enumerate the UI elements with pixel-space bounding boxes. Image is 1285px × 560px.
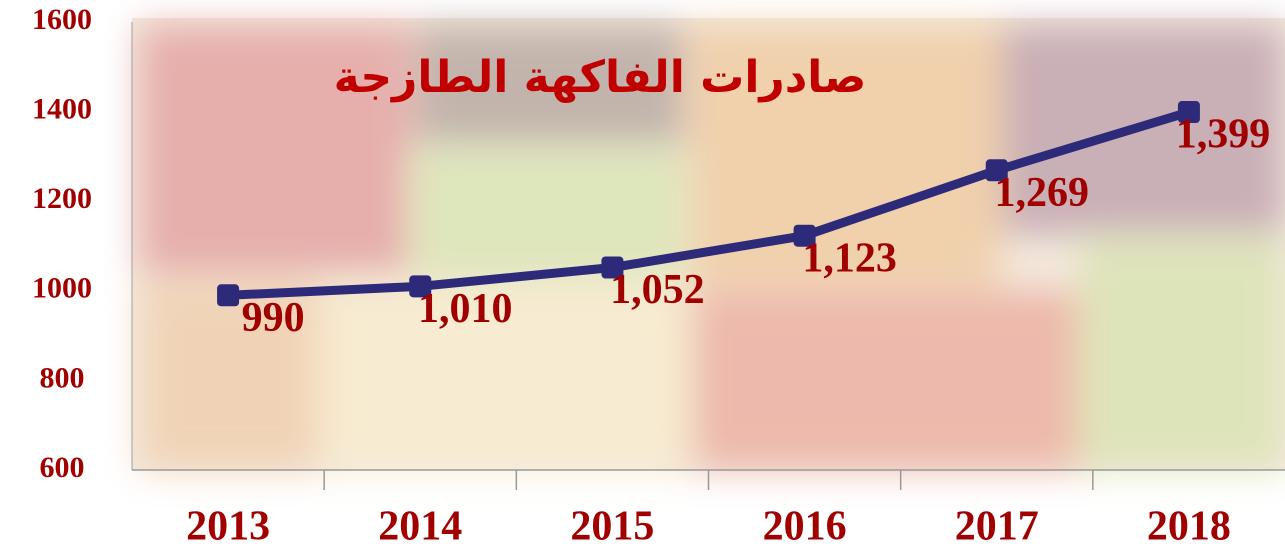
x-tick-label: 2014 <box>378 504 462 550</box>
data-label: 1,123 <box>802 235 897 281</box>
x-tick-label: 2018 <box>1147 504 1231 550</box>
page: {"chart_data": {"type": "line", "title":… <box>0 0 1285 560</box>
x-tick-label: 2017 <box>955 504 1039 550</box>
data-label: 1,052 <box>610 267 705 313</box>
chart-title: صادرات الفاكهة الطازجة <box>334 52 867 103</box>
y-tick-label: 1600 <box>32 3 92 36</box>
y-tick-label: 800 <box>40 361 85 394</box>
data-label: 1,399 <box>1176 112 1271 158</box>
data-label: 1,269 <box>995 170 1090 216</box>
y-tick-label: 1000 <box>32 272 92 305</box>
y-tick-label: 1400 <box>32 92 92 125</box>
x-tick-label: 2013 <box>186 504 270 550</box>
y-tick-label: 600 <box>40 451 85 484</box>
x-tick-label: 2015 <box>570 504 654 550</box>
y-tick-label: 1200 <box>32 182 92 215</box>
marker <box>217 284 239 306</box>
data-label: 1,010 <box>418 286 513 332</box>
chart: صادرات الفاكهة الطازجة 600 800 1000 1200 140… <box>0 0 1285 560</box>
x-tick-label: 2016 <box>763 504 847 550</box>
data-label: 990 <box>242 295 305 341</box>
